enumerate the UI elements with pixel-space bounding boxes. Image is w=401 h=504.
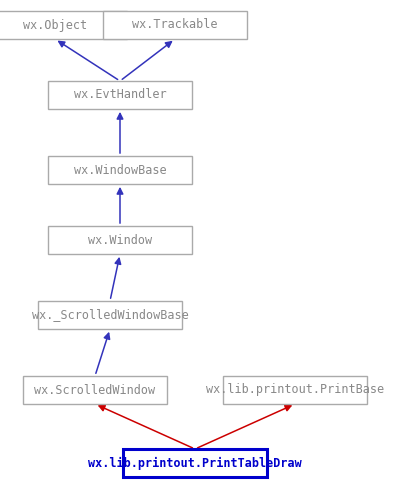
Bar [48, 156, 192, 184]
Bar [23, 376, 166, 404]
Bar [0, 11, 127, 39]
Text: wx.lib.printout.PrintTableDraw: wx.lib.printout.PrintTableDraw [88, 457, 301, 470]
Bar [123, 449, 266, 477]
Bar [48, 81, 192, 109]
Text: wx.lib.printout.PrintBase: wx.lib.printout.PrintBase [205, 384, 383, 397]
Bar [223, 376, 366, 404]
Text: wx.Trackable: wx.Trackable [132, 19, 217, 31]
Text: wx._ScrolledWindowBase: wx._ScrolledWindowBase [32, 308, 188, 322]
Text: wx.WindowBase: wx.WindowBase [73, 163, 166, 176]
Bar [103, 11, 246, 39]
Text: wx.Object: wx.Object [23, 19, 87, 31]
Text: wx.ScrolledWindow: wx.ScrolledWindow [34, 384, 155, 397]
Bar [48, 226, 192, 254]
Text: wx.Window: wx.Window [88, 233, 152, 246]
Bar [38, 301, 182, 329]
Text: wx.EvtHandler: wx.EvtHandler [73, 89, 166, 101]
